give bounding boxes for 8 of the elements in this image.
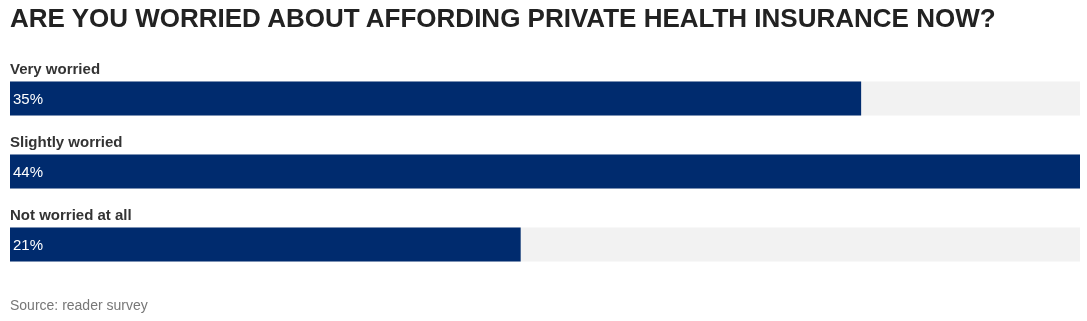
y-tick-label: Slightly worried <box>10 132 123 150</box>
data-label: 21% <box>13 235 44 253</box>
y-tick-label: Very worried <box>10 59 101 77</box>
chart-title: ARE YOU WORRIED ABOUT AFFORDING PRIVATE HEALTH INSURANCE NOW? <box>10 2 996 33</box>
source-note: Source: reader survey <box>10 297 148 313</box>
y-tick-label: Not worried at all <box>10 205 132 223</box>
data-label: 35% <box>13 89 44 107</box>
data-label: 44% <box>13 162 44 180</box>
